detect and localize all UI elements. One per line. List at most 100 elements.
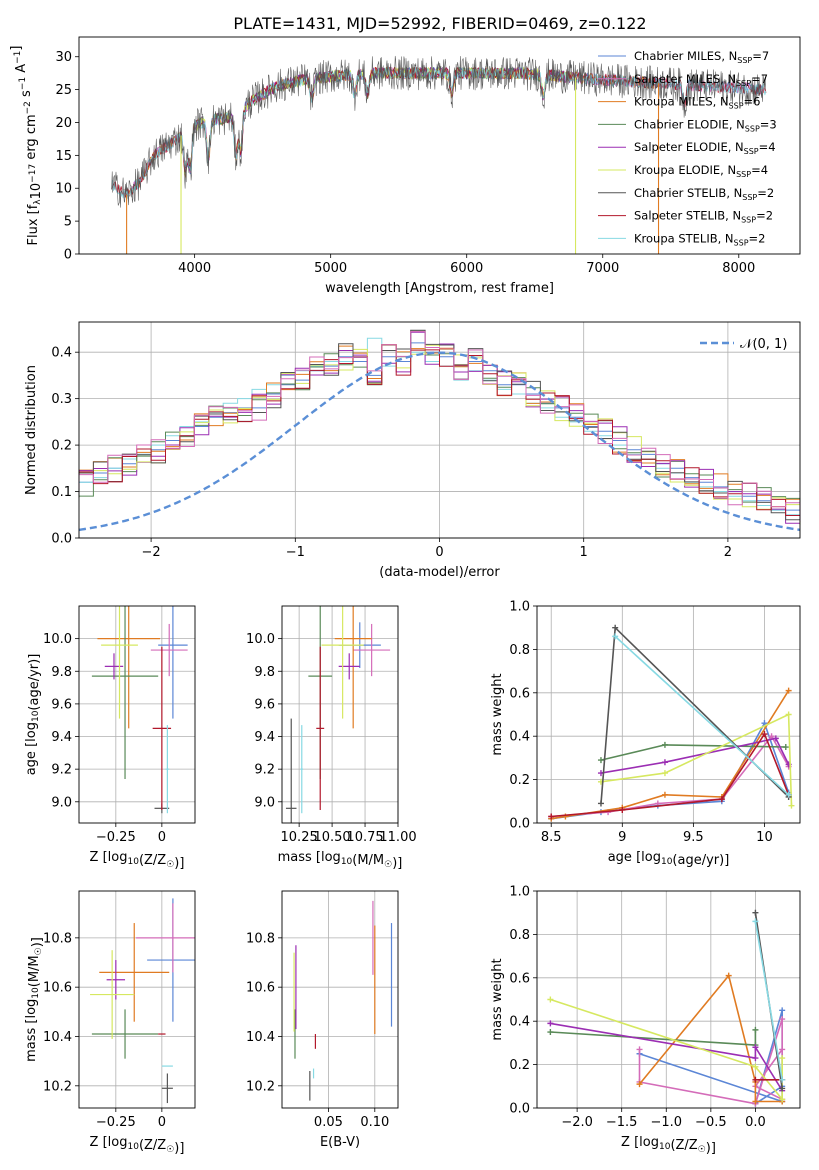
x-tick-label: 7000 xyxy=(586,261,619,276)
y-axis-label-part: −1 xyxy=(13,51,23,64)
y-tick-label: 25 xyxy=(55,83,72,98)
errorbar-point xyxy=(161,1073,173,1104)
y-axis-label-part: 10 xyxy=(31,710,41,722)
weight-series-marker xyxy=(725,972,732,979)
legend-label-sub: SSP xyxy=(734,238,749,247)
y-axis-label-part: mass weight xyxy=(490,673,505,755)
y-tick-label: 10.2 xyxy=(43,1079,72,1094)
y-tick-label: 0.4 xyxy=(509,1015,530,1030)
weight-vs-metallicity-panel: −2.0 −1.5 −1.0 −0.5 0.0 0.0 0.2 0.4 0.6 0.8 1.0 Z [… xyxy=(490,885,801,1156)
y-axis-label: Flux [fλ10−17 erg cm−2 s−1 A−1] xyxy=(9,46,44,246)
weight-series-line xyxy=(600,713,793,806)
weight-series-marker xyxy=(761,731,768,738)
y-tick-label: 0.6 xyxy=(509,971,530,986)
x-axis-label-part: age [log xyxy=(608,850,661,865)
legend-label: Chabrier MILES, NSSP=7 xyxy=(634,49,769,65)
mass-vs-extinction-errorbars xyxy=(293,900,393,1101)
y-axis-label-part: Normed distribution xyxy=(24,365,39,495)
y-tick-label: 0.1 xyxy=(51,485,72,500)
weight-series-line xyxy=(754,921,783,1080)
x-tick-label: 5000 xyxy=(314,261,347,276)
y-axis-label-part: λ xyxy=(33,199,43,205)
spectrum-lines xyxy=(111,55,767,254)
x-axis-label-part: (Z/Z xyxy=(139,1138,166,1153)
x-axis-label-part: E(B-V) xyxy=(320,1135,360,1150)
y-tick-label: 10.6 xyxy=(246,981,275,996)
x-tick-label: 9.5 xyxy=(683,830,704,845)
legend-label-text: Chabrier MILES, N xyxy=(634,49,737,63)
weight-series-marker xyxy=(782,744,789,751)
y-tick-label: 15 xyxy=(55,149,72,164)
legend-label-suffix: =4 xyxy=(751,163,768,177)
y-tick-label: 0.0 xyxy=(51,532,72,547)
y-tick-label: 0 xyxy=(64,248,72,263)
legend-label-suffix: =2 xyxy=(757,186,774,200)
weight-series-marker xyxy=(779,1085,786,1092)
weight-series-marker xyxy=(788,802,795,809)
weight-series-marker xyxy=(752,1055,759,1062)
y-axis-label-part: mass weight xyxy=(490,958,505,1040)
x-axis-label: age [log10(age/yr)] xyxy=(608,850,730,868)
x-tick-label: 0 xyxy=(435,545,443,560)
errorbar-point xyxy=(316,646,325,810)
x-axis-label: wavelength [Angstrom, rest frame] xyxy=(325,281,554,296)
errorbar-point xyxy=(152,646,172,810)
y-axis-label-part: (age/yr)] xyxy=(27,654,42,711)
legend-label-suffix: =7 xyxy=(751,72,768,86)
weight-series-marker xyxy=(547,1020,554,1027)
x-axis-label-part: (data-model)/error xyxy=(379,565,500,580)
histogram-series xyxy=(78,331,801,521)
legend-label-text: Salpeter MILES, N xyxy=(634,72,736,86)
y-tick-label: 0.8 xyxy=(509,928,530,943)
legend-label-sub: SSP xyxy=(741,216,756,225)
y-tick-label: 9.0 xyxy=(254,795,275,810)
legend-label: Kroupa MILES, NSSP=6 xyxy=(634,95,760,111)
x-tick-label: −2 xyxy=(142,545,161,560)
age-vs-metallicity-panel: −0.25 09.09.29.49.69.810.0Z [log10(Z/Z☉)]… xyxy=(24,605,196,871)
axes-frame xyxy=(78,36,801,255)
legend-label-text: Kroupa MILES, N xyxy=(634,95,729,109)
x-axis-label-part: 10 xyxy=(127,857,139,867)
weight-series-line xyxy=(614,635,790,796)
y-tick-label: 1.0 xyxy=(509,885,530,900)
legend-label-suffix: =7 xyxy=(752,49,769,63)
weight-series-marker xyxy=(619,806,626,813)
x-axis-label-part: ☉ xyxy=(698,1145,706,1155)
weight-series-line xyxy=(600,737,790,774)
y-tick-label: 0.2 xyxy=(509,773,530,788)
weight-series-marker xyxy=(661,741,668,748)
y-axis-label-part: mass [log xyxy=(24,999,39,1062)
x-axis-label-part: 10 xyxy=(341,857,353,867)
spectrum-panel: 4000 5000 6000 7000 8000 0 5 10 15 20 25 30 Chabrie… xyxy=(9,36,801,296)
legend-label-sub: SSP xyxy=(744,147,759,156)
legend-label-text: Kroupa STELIB, N xyxy=(634,231,734,245)
x-axis-label-part: 10 xyxy=(661,857,673,867)
y-axis-label-part: erg cm xyxy=(24,114,39,163)
x-tick-label: −2.0 xyxy=(561,1115,593,1130)
y-tick-label: 0.8 xyxy=(509,643,530,658)
axes-frame xyxy=(78,321,801,539)
y-axis-label-part: 10 xyxy=(29,183,44,200)
legend-label-suffix: =4 xyxy=(759,140,776,154)
weight-series-marker xyxy=(785,791,792,798)
x-tick-label: −1.0 xyxy=(650,1115,682,1130)
y-axis-label: mass [log10(M/M☉)] xyxy=(24,937,45,1062)
errorbar-point xyxy=(136,903,195,973)
y-tick-label: 10.0 xyxy=(246,632,275,647)
x-axis-label-part: 10 xyxy=(127,1142,139,1152)
y-axis-label-part: (M/M xyxy=(27,955,42,987)
weight-series-marker xyxy=(597,800,604,807)
x-tick-label: 0.05 xyxy=(314,1115,343,1130)
x-tick-label: 8.5 xyxy=(541,830,562,845)
y-axis-label-part: age [log xyxy=(24,722,39,775)
x-axis-label-part: (Z/Z xyxy=(139,853,166,868)
mass-vs-extinction-panel: 0.05 0.10 10.2 10.4 10.6 10.8 E(B-V) xyxy=(246,890,399,1150)
y-tick-label: 9.6 xyxy=(51,697,72,712)
y-axis-label-part: )] xyxy=(30,937,45,947)
x-axis-label-part: )] xyxy=(174,856,184,871)
x-axis-label: Z [log10(Z/Z☉)] xyxy=(621,1135,716,1156)
y-axis-label-part: −1 xyxy=(18,77,28,90)
axes: 8.5 9 9.5 10 0.0 0.2 0.4 0.6 0.8 1.0 xyxy=(509,600,800,845)
y-axis-label: age [log10(age/yr)] xyxy=(24,654,42,776)
